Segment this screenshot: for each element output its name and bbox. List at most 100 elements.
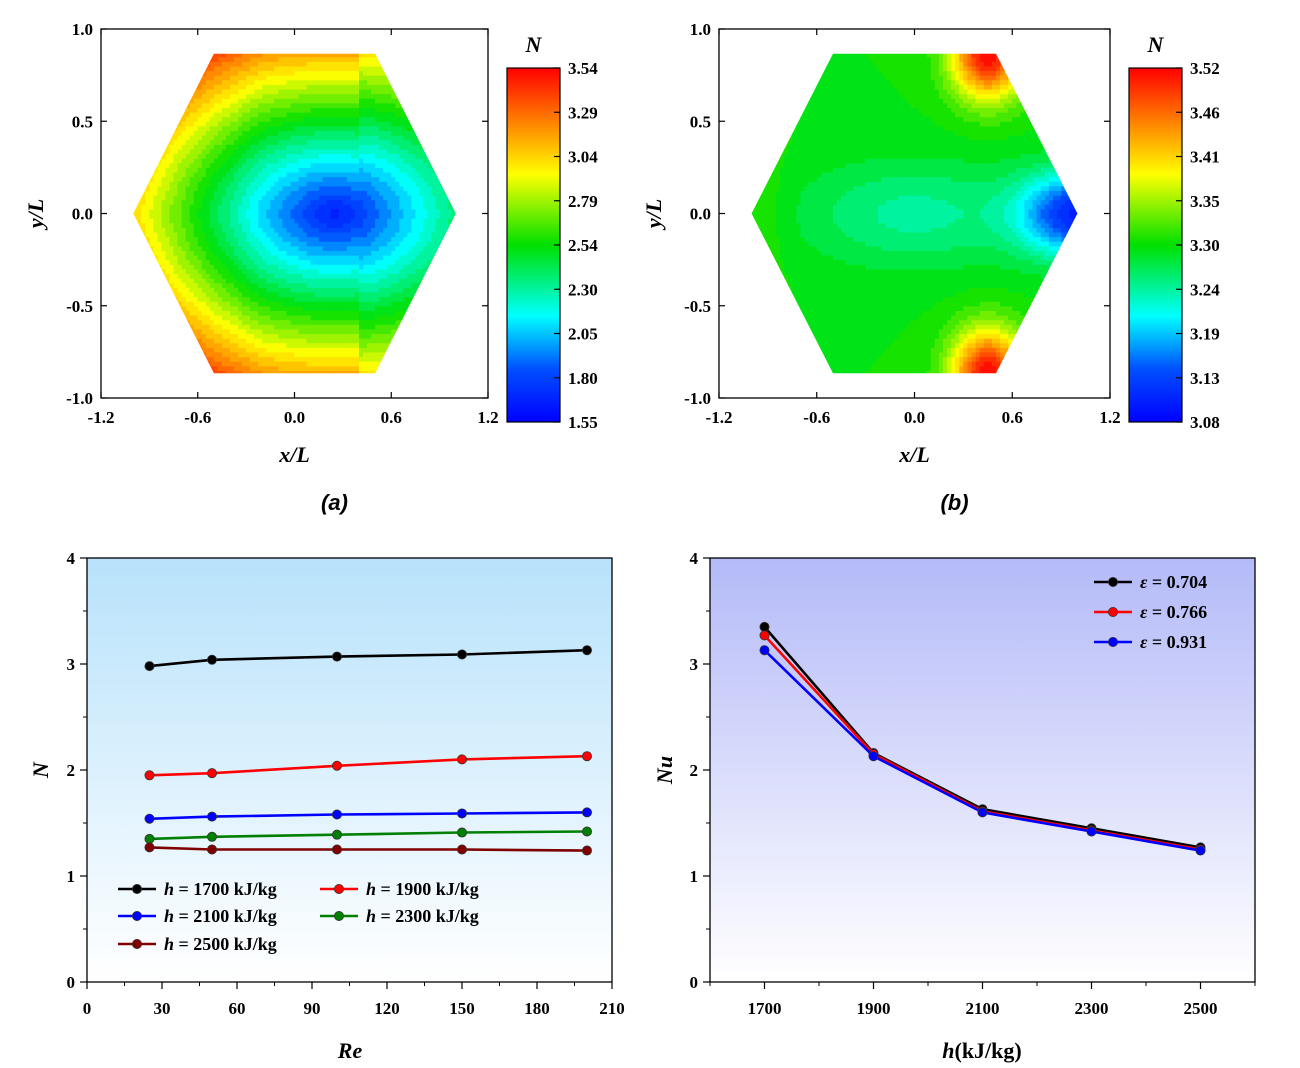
- contour-cell: [178, 47, 183, 52]
- contour-cell: [213, 278, 219, 284]
- contour-cell: [205, 208, 211, 215]
- contour-cell: [278, 278, 284, 284]
- contour-cell: [177, 144, 183, 150]
- contour-cell: [338, 75, 344, 81]
- contour-cell: [274, 171, 279, 178]
- contour-cell: [318, 278, 324, 284]
- contour-cell: [157, 53, 163, 58]
- contour-cell: [306, 236, 312, 242]
- contour-cell: [282, 351, 288, 358]
- contour-cell: [201, 264, 207, 270]
- contour-cell: [278, 347, 284, 353]
- contour-cell: [213, 264, 219, 270]
- contour-cell: [290, 338, 296, 344]
- contour-cell: [185, 107, 191, 113]
- contour-cell: [350, 314, 356, 321]
- contour-cell: [213, 167, 219, 173]
- contour-cell: [250, 167, 255, 173]
- contour-cell: [137, 287, 142, 293]
- contour-cell: [367, 241, 372, 247]
- contour-cell: [145, 135, 150, 141]
- contour-cell: [193, 70, 199, 76]
- contour-cell: [221, 199, 227, 205]
- contour-cell: [290, 287, 296, 293]
- contour-cell: [141, 204, 146, 210]
- contour-cell: [153, 296, 159, 302]
- contour-cell: [221, 208, 227, 215]
- contour-cell: [209, 259, 215, 265]
- contour-cell: [250, 375, 255, 380]
- contour-cell: [153, 185, 159, 192]
- contour-cell: [222, 47, 227, 52]
- contour-cell: [262, 84, 267, 90]
- contour-cell: [205, 218, 211, 224]
- contour-cell: [318, 268, 324, 275]
- contour-cell: [395, 305, 400, 311]
- contour-cell: [141, 305, 146, 311]
- contour-cell: [181, 291, 187, 298]
- contour-cell: [294, 250, 300, 256]
- contour-cell: [278, 361, 284, 367]
- contour-cell: [217, 370, 223, 374]
- contour-cell: [153, 324, 159, 330]
- contour-cell: [278, 116, 284, 122]
- contour-cell: [197, 107, 203, 113]
- contour-cell: [254, 268, 259, 275]
- contour-cell: [338, 236, 344, 242]
- contour-cell: [193, 231, 199, 238]
- contour-cell: [391, 301, 396, 307]
- contour-cell: [346, 296, 352, 302]
- contour-cell: [181, 199, 187, 205]
- contour-cell: [177, 296, 183, 302]
- contour-cell: [395, 185, 400, 192]
- contour-cell: [314, 61, 320, 67]
- contour-cell: [254, 296, 259, 302]
- contour-cell: [282, 236, 288, 242]
- contour-cell: [363, 356, 368, 362]
- contour-cell: [262, 273, 267, 279]
- contour-cell: [322, 282, 328, 288]
- contour-cell: [258, 148, 263, 155]
- contour-cell: [266, 319, 271, 325]
- contour-cell: [354, 227, 360, 233]
- contour-cell: [306, 227, 312, 233]
- contour-cell: [262, 199, 267, 205]
- contour-cell: [387, 208, 392, 215]
- contour-cell: [371, 176, 376, 182]
- contour-cell: [217, 121, 223, 127]
- contour-cell: [294, 231, 300, 238]
- contour-cell: [178, 375, 183, 380]
- contour-cell: [169, 351, 175, 358]
- contour-cell: [375, 213, 380, 219]
- contour-cell: [258, 310, 263, 316]
- contour-cell: [141, 222, 146, 228]
- contour-cell: [395, 93, 400, 99]
- contour-cell: [298, 278, 304, 284]
- contour-cell: [266, 121, 271, 127]
- contour-cell: [133, 53, 138, 58]
- contour-cell: [383, 342, 388, 348]
- contour-cell: [173, 84, 179, 90]
- contour-cell: [189, 158, 195, 164]
- contour-cell: [149, 204, 155, 210]
- contour-cell: [189, 314, 195, 321]
- contour-cell: [246, 130, 251, 136]
- contour-cell: [298, 241, 304, 247]
- contour-cell: [157, 218, 163, 224]
- contour-cell: [209, 195, 215, 201]
- contour-cell: [282, 98, 288, 104]
- contour-cell: [149, 190, 155, 196]
- contour-cell: [181, 171, 187, 178]
- contour-cell: [322, 259, 328, 265]
- contour-cell: [407, 227, 413, 233]
- contour-cell: [189, 259, 195, 265]
- contour-cell: [133, 347, 138, 353]
- contour-cell: [326, 116, 332, 122]
- contour-cell: [407, 158, 413, 164]
- contour-cell: [181, 338, 187, 344]
- contour-cell: [137, 310, 142, 316]
- contour-cell: [149, 84, 155, 90]
- contour-cell: [334, 278, 340, 284]
- contour-cell: [383, 75, 388, 81]
- contour-cell: [290, 162, 296, 168]
